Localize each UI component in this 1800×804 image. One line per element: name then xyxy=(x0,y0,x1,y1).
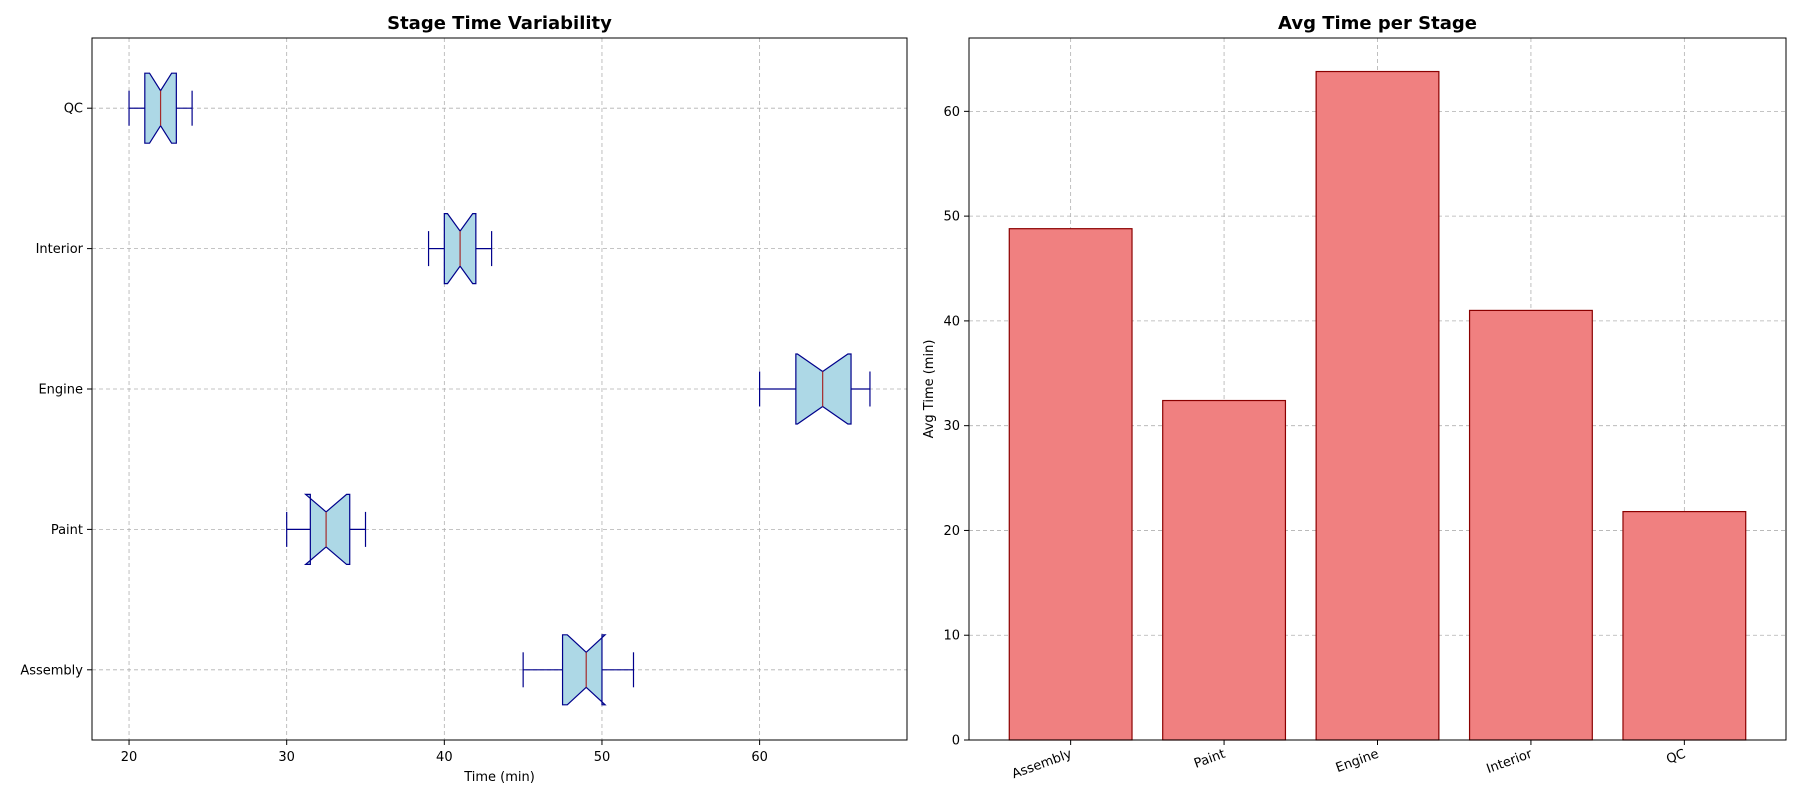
bar-y-tick-label: 60 xyxy=(943,105,960,120)
boxplot-box-engine xyxy=(759,353,871,425)
bar-x-ticks: Assembly Paint Engine Interior QC xyxy=(1010,740,1688,782)
bar-interior xyxy=(1468,309,1593,741)
bar-x-tick-label: Paint xyxy=(1192,747,1227,772)
boxplot-notched-box xyxy=(561,634,607,706)
bar-axes: Assembly Paint Engine Interior QC 0 10 20 30 40 5… xyxy=(922,13,1787,782)
bar-x-tick-label: Interior xyxy=(1485,746,1535,777)
boxplot-y-tick-label: Engine xyxy=(38,383,83,398)
boxplot-x-axis-label: Time (min) xyxy=(463,770,535,785)
boxplot-x-tick-label: 30 xyxy=(278,750,295,765)
bar-y-tick-label: 50 xyxy=(943,210,960,225)
boxplot-box-assembly xyxy=(522,634,635,706)
boxplot-x-tick-label: 50 xyxy=(594,750,611,765)
boxplot-notched-box xyxy=(303,493,351,566)
boxplot-x-tick-label: 20 xyxy=(121,750,138,765)
bar-paint xyxy=(1162,399,1287,741)
bar-y-tick-label: 40 xyxy=(943,314,960,329)
boxplot-box-interior xyxy=(427,213,493,285)
bar-y-tick-label: 20 xyxy=(943,524,960,539)
boxplot-x-tick-label: 40 xyxy=(436,750,453,765)
bar-assembly xyxy=(1008,228,1133,741)
bar-y-axis-label: Avg Time (min) xyxy=(922,340,937,439)
boxplot-notched-box xyxy=(795,353,852,425)
bar-y-tick-label: 0 xyxy=(952,734,960,749)
bar-title: Avg Time per Stage xyxy=(1278,13,1477,34)
boxplot-box-qc xyxy=(128,72,193,144)
boxplot-y-tick-label: Paint xyxy=(51,523,83,538)
boxplot-title: Stage Time Variability xyxy=(387,13,612,34)
bar-y-ticks: 0 10 20 30 40 50 60 xyxy=(943,105,969,749)
bar-x-tick-label: QC xyxy=(1664,747,1687,768)
bar-x-tick-label: Assembly xyxy=(1010,747,1074,783)
boxplot-axes: 20 30 40 50 60 Assembly Paint Engine Interior QC… xyxy=(20,13,908,785)
bar-y-tick-label: 10 xyxy=(943,629,960,644)
boxplot-y-tick-label: Interior xyxy=(36,242,84,257)
bar-qc xyxy=(1622,510,1747,741)
boxplot-box-paint xyxy=(286,493,367,566)
boxplot-x-ticks: 20 30 40 50 60 xyxy=(121,740,768,765)
bar-y-tick-label: 30 xyxy=(943,419,960,434)
bar-x-tick-label: Engine xyxy=(1334,747,1381,776)
bar-series xyxy=(1008,70,1747,741)
boxplot-y-tick-label: QC xyxy=(64,102,83,117)
boxplot-y-tick-label: Assembly xyxy=(20,663,83,678)
boxplot-boxes xyxy=(128,72,871,706)
boxplot-x-tick-label: 60 xyxy=(751,750,768,765)
bar-engine xyxy=(1315,70,1440,741)
boxplot-y-ticks: Assembly Paint Engine Interior QC xyxy=(20,102,92,678)
